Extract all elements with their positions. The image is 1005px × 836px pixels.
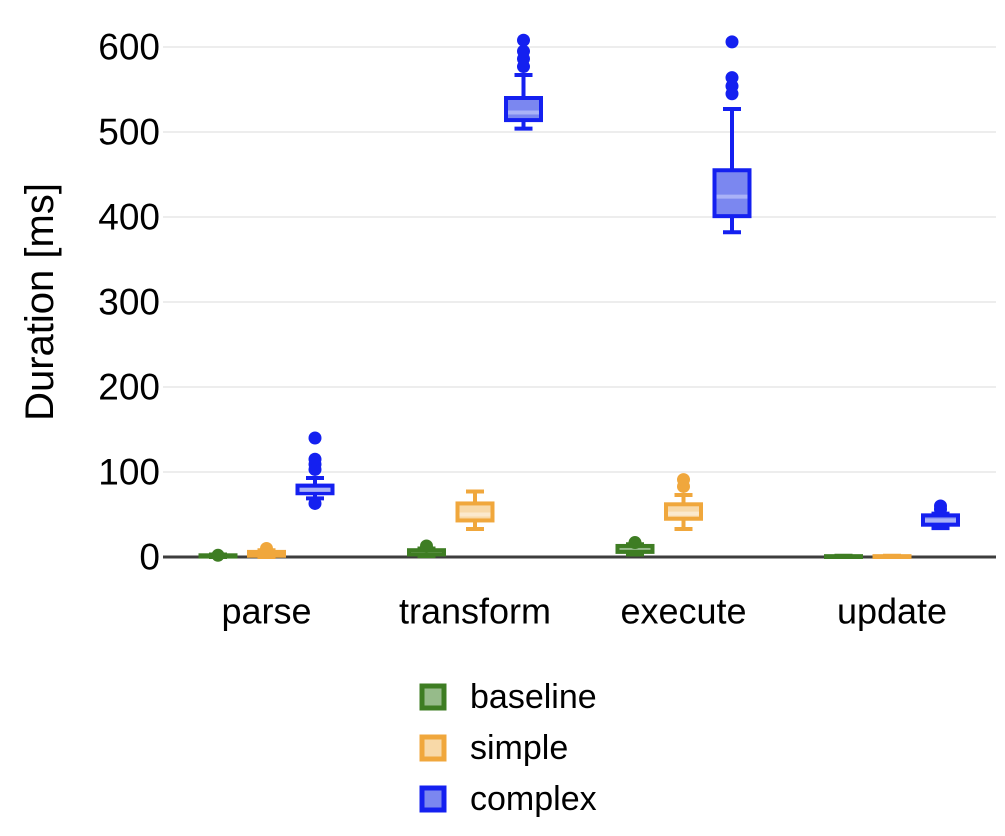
outlier-dot: [308, 496, 322, 510]
outlier-dot: [308, 452, 322, 466]
boxplot-complex-update: [921, 499, 960, 531]
legend-swatch-complex: [419, 785, 447, 813]
boxplot-simple-update: [872, 553, 912, 560]
legend-item-simple: simple: [419, 729, 568, 767]
iqr-box: [824, 554, 863, 560]
iqr-box: [664, 502, 703, 521]
iqr-box: [455, 501, 495, 523]
legend-label-simple: simple: [470, 729, 568, 767]
boxplot-baseline-parse: [198, 548, 238, 562]
y-tick-label: 200: [98, 367, 160, 408]
legend-item-baseline: baseline: [419, 678, 597, 716]
y-tick-label: 300: [98, 282, 160, 323]
x-category-label: execute: [620, 591, 746, 632]
outlier-dot: [420, 539, 433, 553]
legend-swatch-baseline: [419, 683, 447, 711]
outlier-dot: [517, 44, 530, 58]
x-category-label: update: [837, 591, 947, 632]
iqr-box: [504, 96, 543, 123]
boxplot-complex-transform: [504, 33, 543, 131]
x-category-label: parse: [221, 591, 311, 632]
outlier-dot: [211, 548, 225, 562]
boxplot-complex-execute: [712, 35, 752, 235]
outlier-dot: [725, 71, 739, 85]
y-tick-label: 0: [139, 537, 160, 578]
outlier-dot: [677, 473, 690, 487]
boxplot-complex-parse: [295, 431, 335, 510]
boxplot-baseline-update: [824, 553, 863, 560]
x-category-label: transform: [399, 591, 551, 632]
legend-label-baseline: baseline: [470, 678, 597, 716]
y-tick-label: 400: [98, 197, 160, 238]
y-tick-label: 500: [98, 112, 160, 153]
boxplot-simple-execute: [664, 473, 703, 531]
outlier-dot: [260, 542, 273, 555]
legend-item-complex: complex: [419, 780, 597, 818]
boxplot-baseline-transform: [407, 539, 446, 559]
y-tick-label: 600: [98, 27, 160, 68]
boxplot-simple-transform: [455, 489, 495, 531]
y-axis-title: Duration [ms]: [18, 183, 62, 421]
outlier-dot: [308, 431, 322, 445]
outlier-dot: [934, 499, 947, 513]
legend-swatch-simple: [419, 734, 447, 762]
iqr-box: [872, 554, 912, 560]
outlier-dot: [725, 35, 739, 49]
outlier-dot: [517, 33, 530, 47]
boxplot-baseline-execute: [615, 536, 655, 557]
outlier-dot: [628, 536, 642, 550]
y-tick-label: 100: [98, 452, 160, 493]
boxplot-simple-parse: [247, 542, 286, 559]
legend-label-complex: complex: [470, 780, 597, 818]
iqr-box: [712, 168, 752, 219]
